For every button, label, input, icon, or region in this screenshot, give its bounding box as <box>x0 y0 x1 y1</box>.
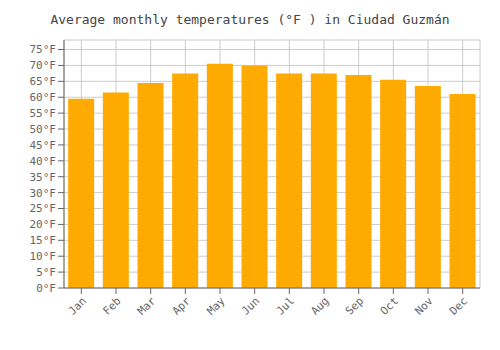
svg-text:May: May <box>204 294 228 318</box>
svg-text:Dec: Dec <box>447 294 470 317</box>
svg-text:Mar: Mar <box>135 294 159 318</box>
svg-text:65°F: 65°F <box>30 75 57 88</box>
svg-text:Jul: Jul <box>274 294 297 317</box>
svg-text:70°F: 70°F <box>30 59 57 72</box>
svg-text:75°F: 75°F <box>30 43 57 56</box>
svg-text:0°F: 0°F <box>36 282 56 295</box>
svg-text:50°F: 50°F <box>30 123 57 136</box>
svg-text:Jun: Jun <box>239 294 262 317</box>
svg-text:30°F: 30°F <box>30 187 57 200</box>
svg-text:20°F: 20°F <box>30 218 57 231</box>
svg-text:5°F: 5°F <box>36 266 56 279</box>
svg-text:25°F: 25°F <box>30 202 57 215</box>
svg-text:35°F: 35°F <box>30 171 57 184</box>
svg-text:Jan: Jan <box>66 294 89 317</box>
svg-text:Oct: Oct <box>378 294 401 317</box>
html-text:Average monthly temperatures (: Average monthly temperatures (°F ) in Ci… <box>50 12 450 27</box>
svg-text:60°F: 60°F <box>30 91 57 104</box>
svg-text:Feb: Feb <box>100 294 123 317</box>
svg-text:40°F: 40°F <box>30 155 57 168</box>
svg-text:10°F: 10°F <box>30 250 57 263</box>
svg-text:55°F: 55°F <box>30 107 57 120</box>
svg-text:45°F: 45°F <box>30 139 57 152</box>
svg-text:Apr: Apr <box>170 294 194 318</box>
svg-text:Nov: Nov <box>412 294 436 318</box>
svg-text:Sep: Sep <box>343 294 366 317</box>
svg-text:15°F: 15°F <box>30 234 57 247</box>
svg-text:Aug: Aug <box>308 294 331 317</box>
